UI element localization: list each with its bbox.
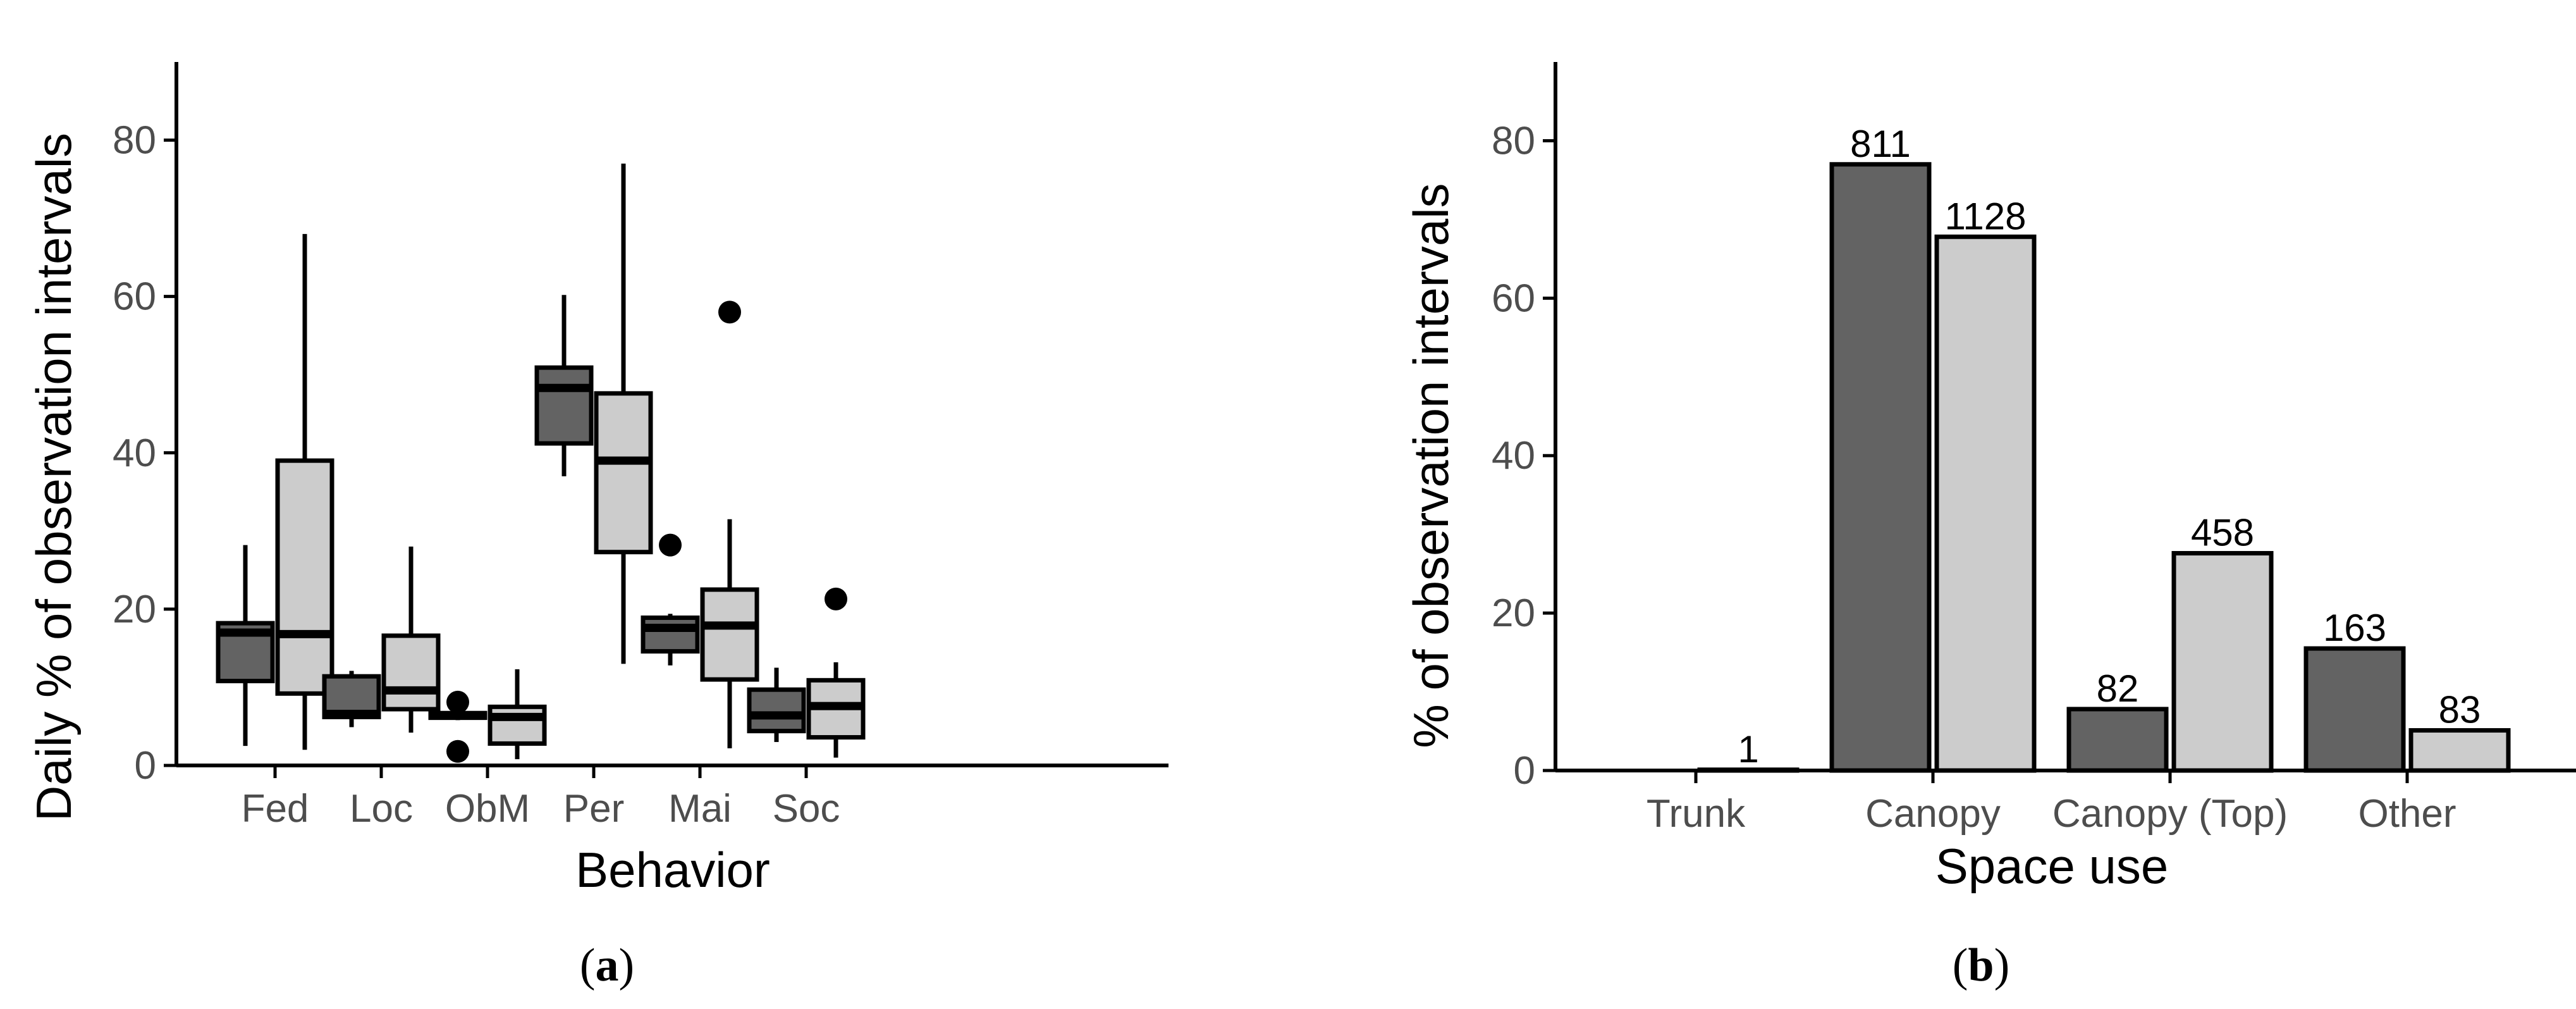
bar-mark bbox=[1829, 162, 1932, 773]
bar-y-tick-label: 0 bbox=[1514, 749, 1535, 793]
box-outlier-point bbox=[446, 690, 469, 714]
box-body bbox=[747, 687, 806, 734]
bar-y-tick-label: 40 bbox=[1492, 434, 1535, 478]
boxplot-x-tick-label: Loc bbox=[350, 787, 413, 831]
boxplot-x-tick-label: ObM bbox=[445, 787, 530, 831]
boxplot-axes: 0 20 40 60 80 Fed Loc ObM Per Mai Soc bbox=[113, 62, 1168, 831]
box-body bbox=[381, 633, 441, 712]
boxplot-y-axis-title: Daily % of observation intervals bbox=[26, 133, 82, 821]
boxplot-x-tick-label: Per bbox=[563, 787, 624, 831]
bar-mark bbox=[2303, 646, 2406, 773]
boxplot-panel: 0 20 40 60 80 Fed Loc ObM Per Mai Soc Daily % of o… bbox=[26, 62, 1168, 991]
boxplot-y-tick-label: 40 bbox=[113, 431, 156, 475]
bar-x-tick-label: Trunk bbox=[1647, 792, 1746, 836]
bar-data-label: 163 bbox=[2323, 607, 2386, 649]
box-body bbox=[641, 615, 700, 654]
bar-data-label: 82 bbox=[2097, 667, 2139, 710]
bar-data-label: 83 bbox=[2439, 689, 2481, 731]
box-outlier-point bbox=[718, 300, 741, 324]
boxplot-marks bbox=[216, 163, 866, 763]
bar-y-tick-label: 80 bbox=[1492, 119, 1535, 163]
box-body bbox=[275, 458, 334, 696]
panel-label-b: (b) bbox=[1953, 939, 2009, 991]
bar-axes: 0 20 40 60 80 Trunk Canopy Canopy (Top) Other bbox=[1492, 62, 2576, 836]
boxplot-x-axis-title: Behavior bbox=[575, 842, 770, 898]
box-outlier-point bbox=[446, 740, 469, 763]
box-outlier-point bbox=[825, 587, 847, 610]
bar-mark bbox=[2066, 707, 2169, 773]
bar-data-label: 1 bbox=[1738, 728, 1758, 771]
boxplot-x-tick-label: Fed bbox=[242, 787, 309, 831]
boxplot-x-tick-label: Soc bbox=[773, 787, 840, 831]
bar-mark bbox=[1934, 234, 2037, 773]
bar-x-tick-label: Canopy bbox=[1865, 792, 2001, 836]
bar-x-tick-label: Other bbox=[2358, 792, 2456, 836]
bar-data-label: 1128 bbox=[1944, 195, 2026, 237]
boxplot-y-tick-label: 60 bbox=[113, 275, 156, 319]
bar-data-label: 811 bbox=[1850, 123, 1911, 165]
bar-marks: 1 811 1128 82 458 163 83 bbox=[1697, 123, 2511, 773]
panel-label-a: (a) bbox=[580, 939, 634, 991]
box-body bbox=[488, 704, 547, 746]
box-body bbox=[700, 587, 759, 682]
bar-y-tick-label: 60 bbox=[1492, 276, 1535, 320]
bar-x-tick-label: Canopy (Top) bbox=[2052, 792, 2288, 836]
bar-data-label: 458 bbox=[2191, 512, 2254, 554]
boxplot-y-tick-label: 0 bbox=[135, 744, 156, 788]
box-body bbox=[534, 365, 594, 446]
boxplot-y-tick-label: 80 bbox=[113, 119, 156, 163]
bar-mark bbox=[2408, 728, 2511, 773]
box-outlier-point bbox=[659, 533, 682, 557]
bar-panel: 1 811 1128 82 458 163 83 0 20 40 60 80 Trunk Canopy C… bbox=[1403, 62, 2576, 991]
bar-x-axis-title: Space use bbox=[1935, 838, 2169, 894]
box-body bbox=[594, 391, 653, 555]
bar-y-tick-label: 20 bbox=[1492, 591, 1535, 635]
bar-mark bbox=[2171, 551, 2274, 773]
boxplot-y-tick-label: 20 bbox=[113, 588, 156, 631]
boxplot-x-tick-label: Mai bbox=[668, 787, 732, 831]
bar-y-axis-title: % of observation intervals bbox=[1403, 183, 1459, 748]
